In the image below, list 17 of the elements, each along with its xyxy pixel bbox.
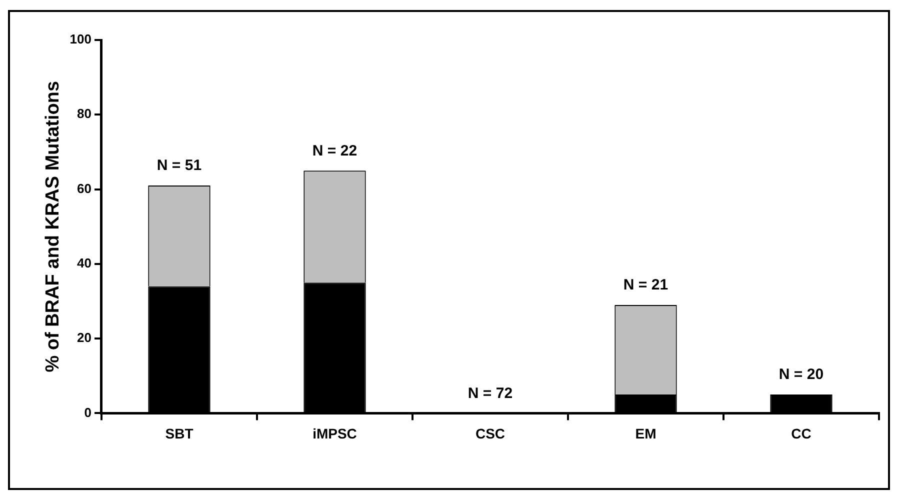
y-tick-label: 0 [84,404,92,420]
annotation: N = 72 [468,384,513,402]
y-axis-title: % of BRAF and KRAS Mutations [42,80,64,372]
x-tick-label: CSC [475,425,506,442]
annotation: N = 22 [312,142,358,160]
x-tick-label: CC [791,425,812,442]
y-tick-label: 40 [77,256,92,270]
y-tick-label: 80 [77,106,92,122]
annotation: N = 20 [778,366,824,384]
x-tick-label: SBT [165,425,194,442]
x-tick-label: iMPSC [312,425,357,442]
x-tick-label: EM [635,425,656,442]
y-tick-label: 60 [77,180,92,196]
annotation: N = 51 [156,157,202,174]
y-tick-label: 20 [77,330,92,346]
y-tick-label: 100 [70,32,92,47]
annotation: N = 21 [623,276,668,294]
